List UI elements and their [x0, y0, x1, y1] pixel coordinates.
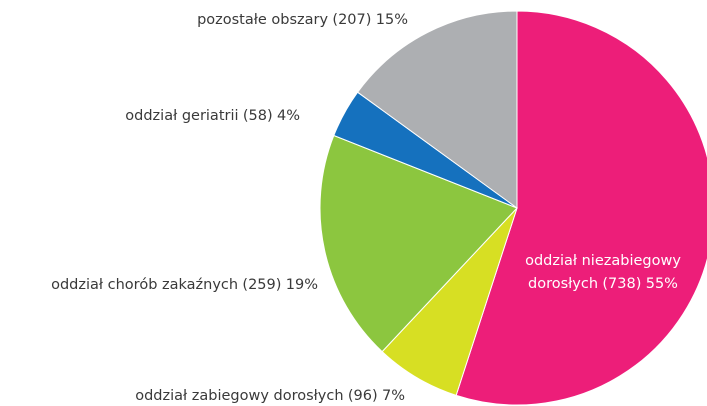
- slice-label: oddział geriatrii (58) 4%: [125, 105, 300, 128]
- value-label: 19%: [285, 277, 318, 293]
- value-label: 7%: [381, 388, 405, 404]
- category-label: oddział niezabiegowy dorosłych: [525, 253, 681, 292]
- category-label: pozostałe obszary: [197, 12, 329, 28]
- category-label: oddział chorób zakaźnych: [51, 277, 239, 293]
- count-label: (96): [347, 388, 378, 404]
- pie-slice: [356, 10, 518, 209]
- category-label: oddział geriatrii: [125, 108, 239, 124]
- slice-label: pozostałe obszary (207) 15%: [197, 9, 408, 32]
- value-label: 4%: [276, 108, 300, 124]
- count-label: (207): [332, 12, 372, 28]
- value-label: 55%: [645, 276, 678, 292]
- value-label: 15%: [375, 12, 408, 28]
- pie-slice: [455, 10, 707, 406]
- count-label: (58): [242, 108, 273, 124]
- pie-slice: [319, 134, 518, 353]
- slice-label: oddział chorób zakaźnych (259) 19%: [51, 274, 318, 297]
- count-label: (259): [242, 277, 282, 293]
- slice-label: oddział zabiegowy dorosłych (96) 7%: [135, 385, 405, 406]
- category-label: oddział zabiegowy dorosłych: [135, 388, 344, 404]
- count-label: (738): [602, 276, 642, 292]
- slice-label: oddział niezabiegowy dorosłych (738) 55%: [508, 250, 698, 296]
